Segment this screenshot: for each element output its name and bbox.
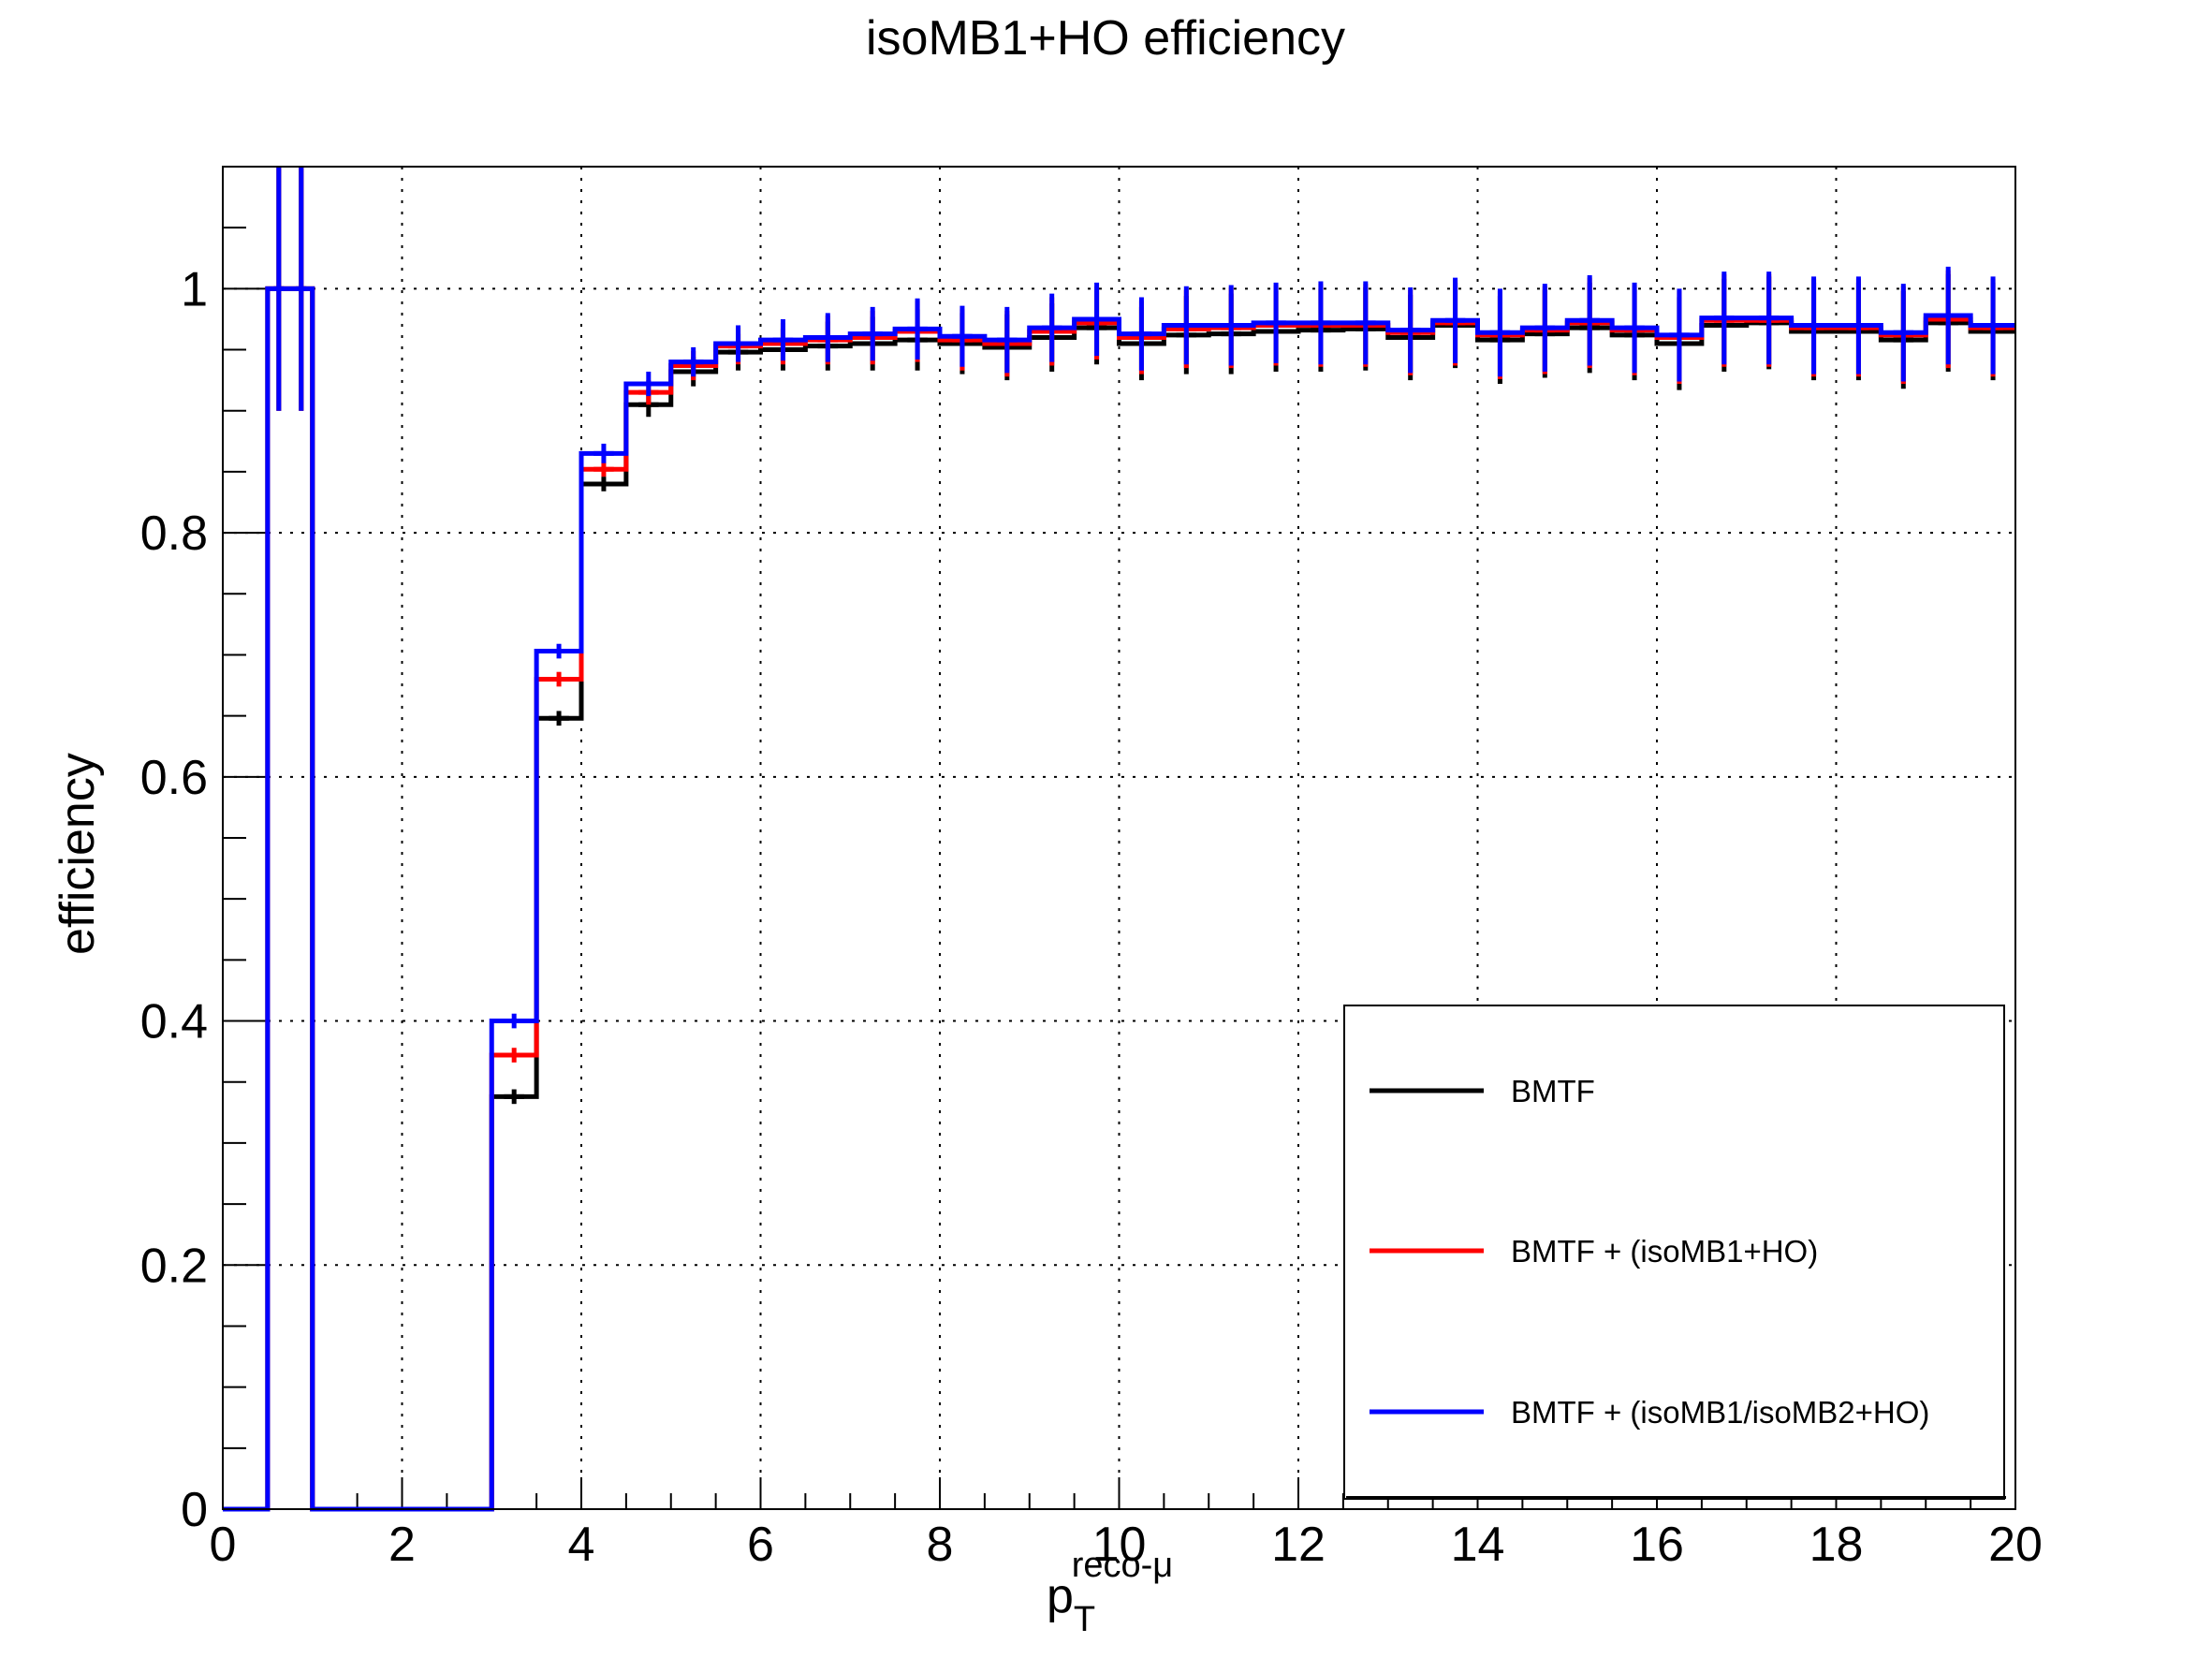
x-tick-label: 18 [1809, 1518, 1864, 1572]
y-tick-label: 0.6 [140, 751, 208, 805]
legend-label: BMTF [1511, 1074, 1595, 1108]
x-axis-title-main: p [1047, 1569, 1074, 1623]
x-tick-label: 6 [747, 1518, 774, 1572]
y-tick-label: 0.8 [140, 506, 208, 561]
legend: BMTF BMTF + (isoMB1+HO) BMTF + (isoMB1/iso… [1343, 1005, 2006, 1500]
x-axis-title-subscript: T [1074, 1600, 1095, 1639]
series-3 [223, 167, 2015, 1512]
y-tick-label: 0.4 [140, 995, 208, 1049]
y-tick-labels: 0 0.2 0.4 0.6 0.8 1 [140, 262, 208, 1537]
x-tick-label: 4 [568, 1518, 595, 1572]
series-layer [223, 167, 2015, 1512]
y-tick-label: 0 [181, 1483, 208, 1537]
x-tick-label: 8 [927, 1518, 954, 1572]
y-axis-title: efficiency [51, 753, 105, 955]
x-tick-labels: 0 2 4 6 8 10 12 14 16 18 20 [210, 1518, 2043, 1572]
x-tick-label: 14 [1451, 1518, 1505, 1572]
legend-shadow [1346, 1496, 2006, 1499]
series-step-line [223, 286, 2015, 1512]
legend-entries: BMTF BMTF + (isoMB1+HO) BMTF + (isoMB1/iso… [1370, 1074, 1929, 1430]
legend-label: BMTF + (isoMB1+HO) [1511, 1234, 1818, 1269]
x-tick-label: 20 [1988, 1518, 2043, 1572]
chart-title: isoMB1+HO efficiency [866, 11, 1345, 66]
x-tick-label: 0 [210, 1518, 237, 1572]
x-axis-title: pTreco-μ [1047, 1546, 1173, 1639]
plot-frame [222, 166, 2016, 1510]
y-tick-label: 1 [181, 262, 208, 316]
x-tick-label: 10 [1092, 1518, 1147, 1572]
x-tick-label: 12 [1271, 1518, 1326, 1572]
x-tick-label: 2 [388, 1518, 416, 1572]
x-axis-title-superscript: reco-μ [1072, 1546, 1173, 1585]
x-tick-label: 16 [1630, 1518, 1684, 1572]
legend-label: BMTF + (isoMB1/isoMB2+HO) [1511, 1395, 1929, 1430]
y-tick-label: 0.2 [140, 1239, 208, 1293]
